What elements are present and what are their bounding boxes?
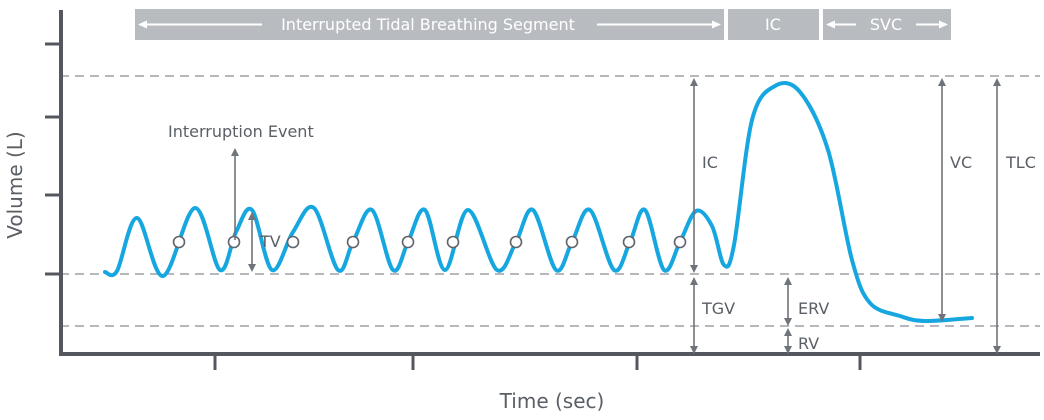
ic-segment-label: IC bbox=[765, 15, 781, 34]
interruption-marker bbox=[401, 235, 415, 249]
reference-lines bbox=[60, 75, 1040, 327]
tv-label: TV bbox=[259, 232, 281, 251]
vc-label: VC bbox=[950, 153, 972, 172]
rv-label: RV bbox=[798, 334, 819, 353]
interruption-marker bbox=[622, 235, 636, 249]
breathing-trace bbox=[103, 81, 974, 324]
svc-segment-label: SVC bbox=[870, 15, 902, 34]
tlc-label: TLC bbox=[1005, 153, 1036, 172]
erv-label: ERV bbox=[798, 299, 829, 318]
ic-label: IC bbox=[702, 153, 718, 172]
interruption-marker bbox=[565, 235, 579, 249]
interruption-event-label: Interruption Event bbox=[168, 122, 314, 141]
y-axis-label: Volume (L) bbox=[3, 131, 27, 239]
interruption-marker bbox=[446, 235, 460, 249]
tidal-segment-label: Interrupted Tidal Breathing Segment bbox=[281, 15, 575, 34]
tgv-label: TGV bbox=[701, 299, 735, 318]
interruption-marker bbox=[346, 235, 360, 249]
axes bbox=[45, 10, 1040, 370]
interruption-markers bbox=[172, 235, 687, 249]
ic-segment-bar bbox=[728, 9, 819, 40]
segment-header: Interrupted Tidal Breathing Segment IC S… bbox=[135, 9, 951, 40]
interruption-marker bbox=[673, 235, 687, 249]
x-axis-label: Time (sec) bbox=[499, 389, 605, 413]
interruption-marker bbox=[227, 235, 241, 249]
interruption-marker bbox=[172, 235, 186, 249]
interruption-marker bbox=[509, 235, 523, 249]
interruption-marker bbox=[286, 235, 300, 249]
